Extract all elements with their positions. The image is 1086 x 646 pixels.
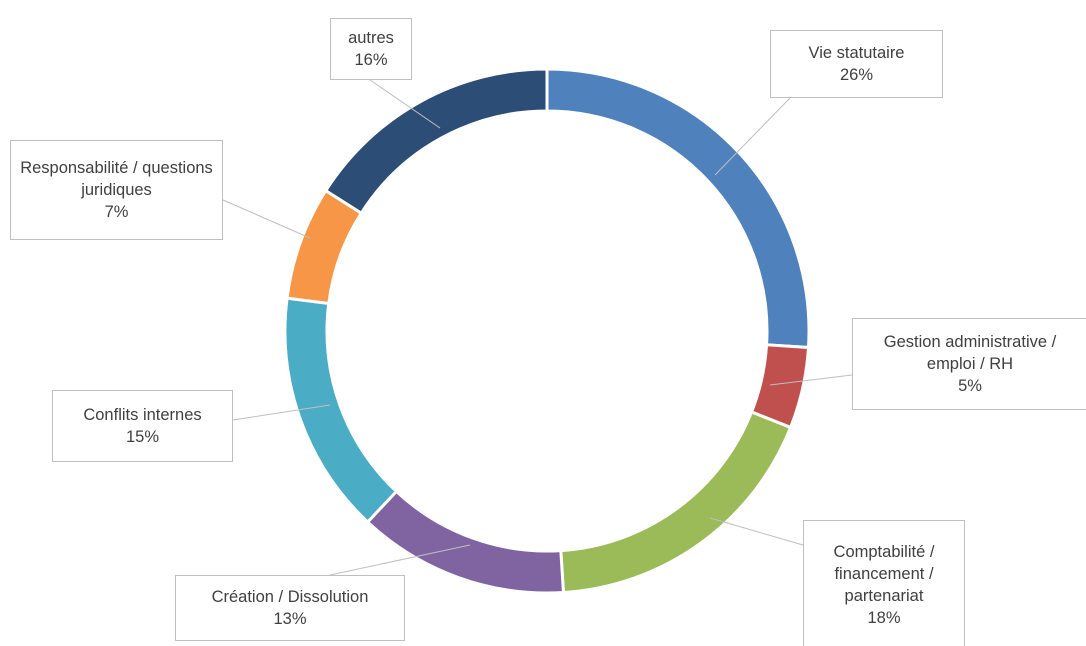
- label-category: Conflits internes: [83, 406, 202, 424]
- data-label: Création / Dissolution 13%: [175, 575, 405, 641]
- label-value: 16%: [354, 51, 388, 69]
- label-category: Responsabilité / questions juridiques: [20, 159, 213, 199]
- label-value: 13%: [273, 610, 307, 628]
- leader-line: [714, 97, 791, 176]
- label-category: Création / Dissolution: [211, 588, 369, 606]
- label-category: Gestion administrative / emploi / RH: [883, 333, 1057, 373]
- donut-slice: [283, 296, 399, 525]
- donut-slice: [323, 67, 549, 216]
- data-label: Gestion administrative / emploi / RH 5%: [852, 318, 1086, 410]
- leader-line: [232, 404, 331, 421]
- label-value: 5%: [958, 377, 982, 395]
- label-value: 18%: [867, 609, 901, 627]
- label-value: 7%: [104, 203, 129, 221]
- data-label: Responsabilité / questions juridiques 7%: [10, 140, 223, 240]
- label-value: 26%: [839, 66, 874, 84]
- data-label: Conflits internes 15%: [52, 390, 233, 462]
- label-category: Comptabilité / financement / partenariat: [833, 543, 935, 605]
- leader-line: [329, 544, 471, 576]
- data-label: Vie statutaire 26%: [770, 30, 943, 98]
- leader-line: [769, 374, 853, 386]
- label-category: Vie statutaire: [808, 44, 905, 62]
- data-label: Comptabilité / financement / partenariat…: [803, 520, 965, 646]
- data-label: autres 16%: [330, 18, 412, 80]
- leader-line: [709, 517, 804, 546]
- donut-slice: [559, 410, 793, 595]
- leader-line: [222, 199, 311, 239]
- leader-line: [369, 79, 441, 129]
- label-category: autres: [348, 29, 394, 47]
- donut-slice: [545, 67, 811, 350]
- label-value: 15%: [125, 428, 160, 446]
